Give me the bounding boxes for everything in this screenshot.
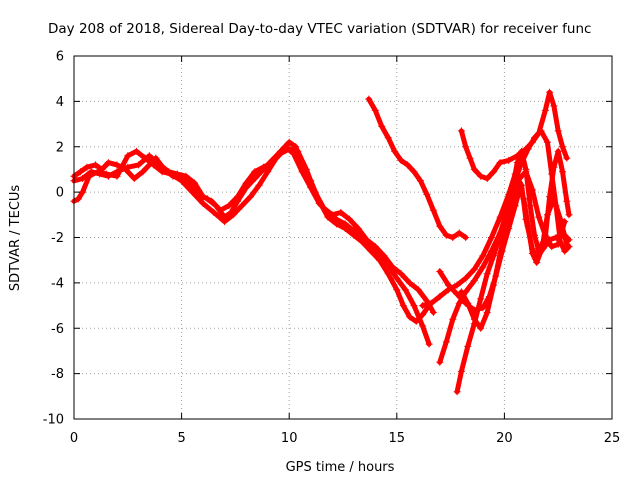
chart-title: Day 208 of 2018, Sidereal Day-to-day VTE… [48,21,591,37]
x-tick-label: 5 [177,431,185,446]
x-tick-label: 20 [496,431,513,446]
series-group [70,88,573,396]
y-tick-label: -4 [51,276,64,291]
y-tick-label: 2 [56,140,64,155]
track-3-line [71,144,432,347]
y-tick-label: -8 [51,367,64,382]
track-1-line [71,139,432,324]
track-9-line [437,148,572,313]
y-tick-label: -6 [51,322,64,337]
x-tick-label: 10 [281,431,298,446]
x-axis-title: GPS time / hours [286,460,395,475]
track-10-points [457,168,569,332]
tick-labels: 0 5 10 15 20 25 -10 -8 -6 -4 -2 0 2 4 6 [43,50,621,447]
x-tick-label: 25 [604,431,621,446]
x-tick-label: 15 [389,431,406,446]
y-axis-title: SDTVAR / TECUs [8,185,23,292]
y-tick-label: -2 [51,231,64,246]
y-tick-label: 4 [56,95,64,110]
y-tick-label: 6 [56,50,64,65]
track-4-line [366,96,469,240]
y-tick-label: 0 [56,186,64,201]
x-tick-label: 0 [70,431,78,446]
y-tick-label: -10 [43,413,64,428]
track-4-points [365,95,470,241]
axis-ticks [73,55,613,420]
